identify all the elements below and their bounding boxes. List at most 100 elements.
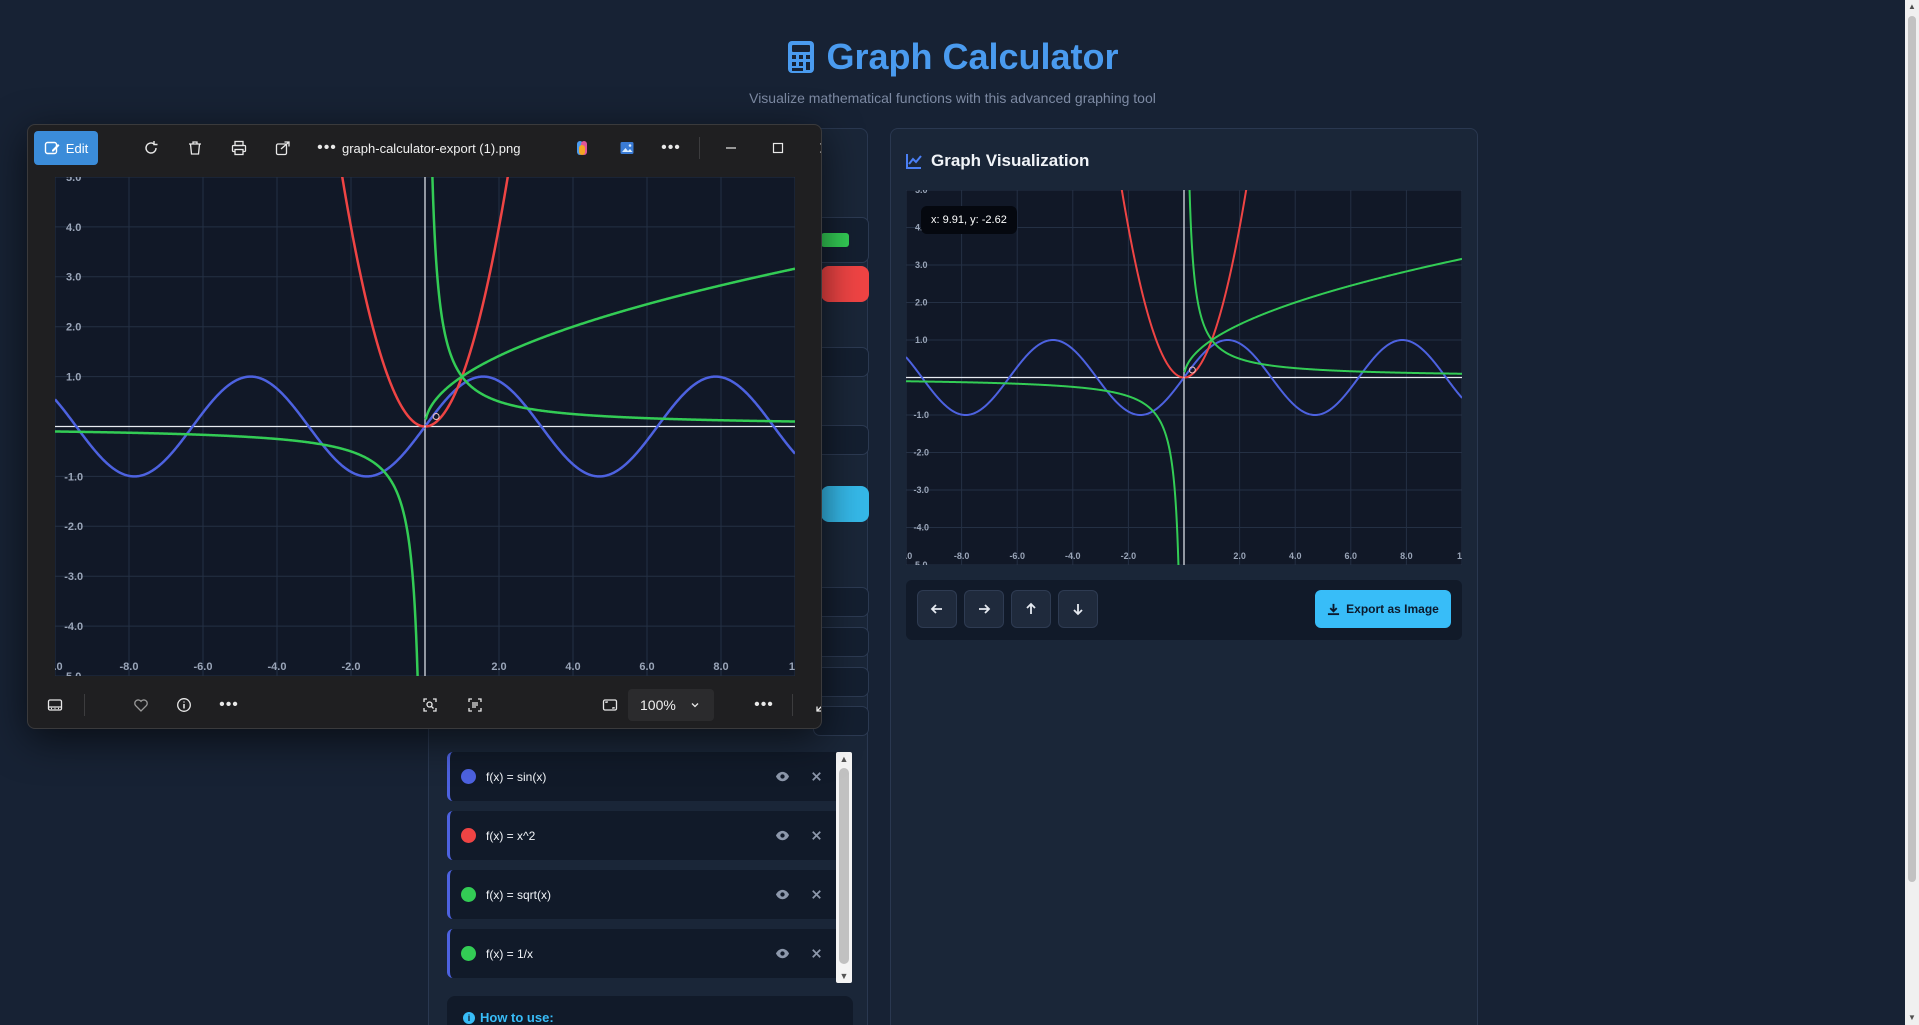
eye-icon[interactable] (771, 943, 793, 965)
function-label: f(x) = 1/x (486, 946, 534, 961)
color-dot (461, 946, 476, 961)
scroll-down-icon[interactable]: ▼ (1908, 1013, 1916, 1022)
delete-button[interactable] (178, 131, 212, 165)
scroll-up-icon[interactable]: ▲ (839, 754, 849, 764)
pan-left-button[interactable] (917, 590, 957, 628)
y-tick-label: 2.0 (66, 322, 81, 334)
series-line-x^2 (340, 177, 510, 428)
series-line-1/x (55, 177, 795, 676)
y-tick-label: -2.0 (64, 521, 83, 533)
cursor-marker (1188, 366, 1196, 374)
close-icon[interactable] (805, 825, 827, 847)
close-icon[interactable] (805, 884, 827, 906)
how-to-title-text: How to use: (480, 1010, 554, 1025)
close-window-button[interactable] (808, 131, 821, 165)
zoom-dropdown[interactable]: 100% (628, 689, 714, 721)
divider (699, 137, 700, 159)
chart-line-icon (906, 154, 922, 169)
image-editor-button[interactable] (610, 131, 644, 165)
heart-icon (134, 699, 148, 712)
rotate-icon (145, 141, 158, 154)
export-label: Export as Image (1346, 602, 1439, 616)
color-picker-swatch[interactable] (821, 233, 849, 247)
list-item[interactable]: f(x) = sin(x) (447, 752, 841, 801)
edit-label: Edit (65, 140, 89, 156)
range-input[interactable] (813, 347, 869, 377)
copilot-button[interactable] (565, 131, 599, 165)
list-scrollbar[interactable]: ▲ ▼ (836, 752, 852, 983)
edit-button[interactable]: Edit (34, 131, 98, 165)
y-tick-label: 5.0 (915, 560, 928, 565)
graph-svg[interactable]: 0.0-8.0-6.0-4.0-2.02.04.06.08.0105.04.03… (906, 190, 1462, 565)
eye-icon[interactable] (771, 884, 793, 906)
y-tick-label: 5.0 (66, 177, 81, 184)
minimize-button[interactable] (714, 131, 748, 165)
fit-to-window-button[interactable] (593, 688, 627, 722)
clear-button[interactable] (821, 266, 869, 302)
series-line-sin(x) (55, 375, 795, 478)
rotate-button[interactable] (134, 131, 168, 165)
y-tick-label: -1.0 (64, 471, 83, 483)
scrollbar-thumb[interactable] (839, 768, 849, 964)
viewer-graph-svg: 0.0 -8.0 -6.0 -4.0 -2.0 2.0 4.0 6.0 8.0 10 5.0 4.0 3… (55, 177, 795, 676)
y-tick-label: 1.0 (66, 371, 81, 383)
scroll-up-icon[interactable]: ▲ (1908, 2, 1916, 11)
fullscreen-button[interactable] (806, 688, 821, 722)
scrollbar-thumb[interactable] (1908, 16, 1916, 882)
more-options-icon[interactable]: ••• (754, 696, 774, 713)
maximize-icon (772, 142, 784, 154)
x-tick-label: 6.0 (1345, 551, 1358, 561)
more-options-icon[interactable]: ••• (661, 139, 681, 156)
settings-input[interactable] (813, 706, 869, 736)
y-tick-label: -1.0 (914, 410, 930, 420)
color-dot (461, 887, 476, 902)
filename: graph-calculator-export (1).png (342, 141, 521, 156)
page-scrollbar[interactable]: ▲ ▼ (1905, 0, 1919, 1025)
x-tick-label: -4.0 (1065, 551, 1081, 561)
y-tick-label: -4.0 (64, 621, 83, 633)
function-list: f(x) = sin(x) f(x) = x^2 f(x) = sqrt(x) … (447, 752, 841, 982)
close-icon[interactable] (805, 766, 827, 788)
viewer-image[interactable]: 0.0 -8.0 -6.0 -4.0 -2.0 2.0 4.0 6.0 8.0 10 5.0 4.0 3… (55, 177, 795, 676)
arrow-left-icon (930, 604, 942, 614)
maximize-button[interactable] (761, 131, 795, 165)
list-item[interactable]: f(x) = 1/x (447, 929, 841, 978)
pan-right-button[interactable] (964, 590, 1004, 628)
settings-input[interactable] (813, 667, 869, 697)
info-icon: i (463, 1011, 475, 1024)
graph-canvas[interactable]: 0.0-8.0-6.0-4.0-2.02.04.06.08.0105.04.03… (906, 190, 1462, 565)
series-line-1/x (906, 190, 1462, 565)
eye-icon[interactable] (771, 825, 793, 847)
favorite-button[interactable] (124, 688, 158, 722)
chevron-down-icon (691, 703, 699, 708)
list-item[interactable]: f(x) = sqrt(x) (447, 870, 841, 919)
more-options-icon[interactable]: ••• (317, 139, 337, 156)
plot-button[interactable] (821, 486, 869, 522)
list-item[interactable]: f(x) = x^2 (447, 811, 841, 860)
visual-search-button[interactable] (413, 688, 447, 722)
x-tick-label: 2.0 (1233, 551, 1246, 561)
print-button[interactable] (222, 131, 256, 165)
y-tick-label: 5.0 (915, 190, 928, 195)
close-icon[interactable] (805, 943, 827, 965)
pan-down-button[interactable] (1058, 590, 1098, 628)
more-options-icon[interactable]: ••• (219, 696, 239, 713)
info-button[interactable] (167, 688, 201, 722)
export-image-button[interactable]: Export as Image (1315, 590, 1451, 628)
x-tick-label: -4.0 (268, 661, 287, 673)
series-line-sqrt(x) (424, 267, 795, 420)
share-button[interactable] (266, 131, 300, 165)
text-scan-button[interactable] (458, 688, 492, 722)
y-tick-label: -3.0 (64, 571, 83, 583)
y-tick-label: 3.0 (66, 272, 81, 284)
y-tick-label: 4.0 (66, 222, 81, 234)
panel-title: Graph Visualization (905, 151, 1089, 171)
series-line-sqrt(x) (1183, 257, 1462, 373)
x-tick-label: -8.0 (954, 551, 970, 561)
filmstrip-button[interactable] (38, 688, 72, 722)
pan-up-button[interactable] (1011, 590, 1051, 628)
y-tick-label: 5.0 (66, 671, 81, 676)
scroll-down-icon[interactable]: ▼ (839, 971, 849, 981)
trash-icon (189, 141, 201, 155)
eye-icon[interactable] (771, 766, 793, 788)
